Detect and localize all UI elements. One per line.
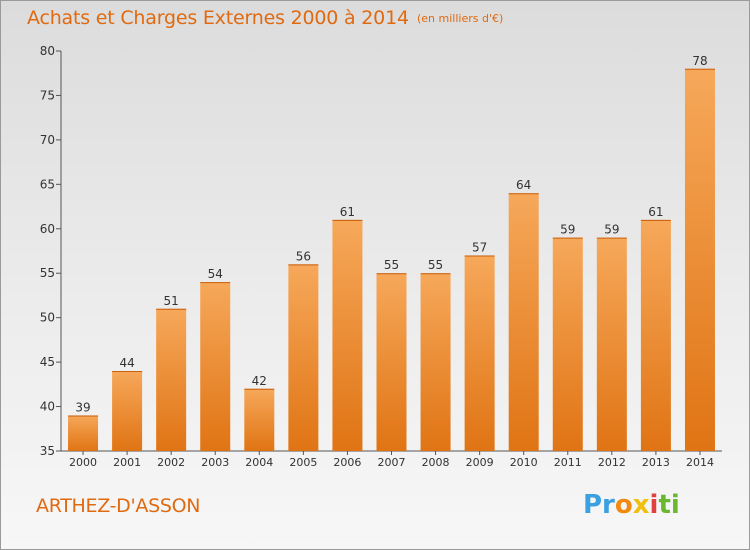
chart-data-labels: 39 44 51 54 42 56 61 55 55 57 64 59 59 61 78 <box>75 54 707 415</box>
logo-part: o <box>614 490 633 520</box>
y-tick-label: 70 <box>40 133 55 147</box>
data-label: 39 <box>75 400 90 414</box>
bar <box>244 388 275 451</box>
y-tick-label: 80 <box>40 44 55 58</box>
y-tick-label: 50 <box>40 311 55 325</box>
logo-part: x <box>632 490 650 520</box>
data-label: 54 <box>208 267 223 281</box>
bar <box>200 282 231 451</box>
x-tick-label: 2003 <box>201 456 229 469</box>
proxiti-logo[interactable]: Proxiti <box>583 490 680 520</box>
x-tick-label: 2014 <box>686 456 714 469</box>
data-label: 61 <box>340 205 355 219</box>
data-label: 78 <box>692 54 707 68</box>
data-label: 57 <box>472 240 487 254</box>
y-tick-label: 65 <box>40 177 55 191</box>
x-tick-label: 2008 <box>422 456 450 469</box>
bar <box>684 68 715 452</box>
bar <box>376 273 407 451</box>
bar <box>332 219 363 451</box>
data-label: 61 <box>648 205 663 219</box>
bar <box>288 264 319 451</box>
data-label: 59 <box>560 223 575 237</box>
bar <box>156 308 187 451</box>
x-tick-label: 2001 <box>113 456 141 469</box>
x-tick-label: 2004 <box>245 456 273 469</box>
x-tick-label: 2012 <box>598 456 626 469</box>
data-label: 55 <box>384 258 399 272</box>
bar <box>640 219 671 451</box>
chart-axes: 35 40 45 50 55 60 65 70 75 80 2000 2001 2002 2003 2004… <box>40 44 722 469</box>
bar <box>112 371 143 451</box>
chart-bars <box>68 68 715 452</box>
commune-name: ARTHEZ-D'ASSON <box>36 495 201 517</box>
logo-part: ti <box>658 490 680 520</box>
data-label: 64 <box>516 178 531 192</box>
logo-part: Pr <box>583 490 615 520</box>
bar <box>420 273 451 451</box>
x-tick-label: 2013 <box>642 456 670 469</box>
data-label: 42 <box>252 374 267 388</box>
bar <box>68 415 99 451</box>
data-label: 59 <box>604 223 619 237</box>
y-tick-label: 35 <box>40 444 55 458</box>
data-label: 51 <box>164 294 179 308</box>
x-tick-label: 2010 <box>510 456 538 469</box>
logo-part: i <box>649 490 659 520</box>
x-tick-label: 2011 <box>554 456 582 469</box>
x-tick-label: 2002 <box>157 456 185 469</box>
data-label: 56 <box>296 249 311 263</box>
x-tick-label: 2009 <box>466 456 494 469</box>
y-tick-label: 60 <box>40 222 55 236</box>
y-tick-label: 55 <box>40 266 55 280</box>
y-tick-label: 75 <box>40 88 55 102</box>
chart-unit: (en milliers d'€) <box>417 12 504 25</box>
data-label: 55 <box>428 258 443 272</box>
data-label: 44 <box>119 356 134 370</box>
bar <box>552 237 583 451</box>
y-tick-label: 40 <box>40 400 55 414</box>
x-tick-label: 2007 <box>378 456 406 469</box>
x-tick-label: 2005 <box>289 456 317 469</box>
bar <box>508 193 539 451</box>
chart-title: Achats et Charges Externes 2000 à 2014 <box>27 7 409 29</box>
bar <box>596 237 627 451</box>
x-tick-label: 2000 <box>69 456 97 469</box>
x-tick-label: 2006 <box>333 456 361 469</box>
bar <box>464 255 495 451</box>
y-tick-label: 45 <box>40 355 55 369</box>
